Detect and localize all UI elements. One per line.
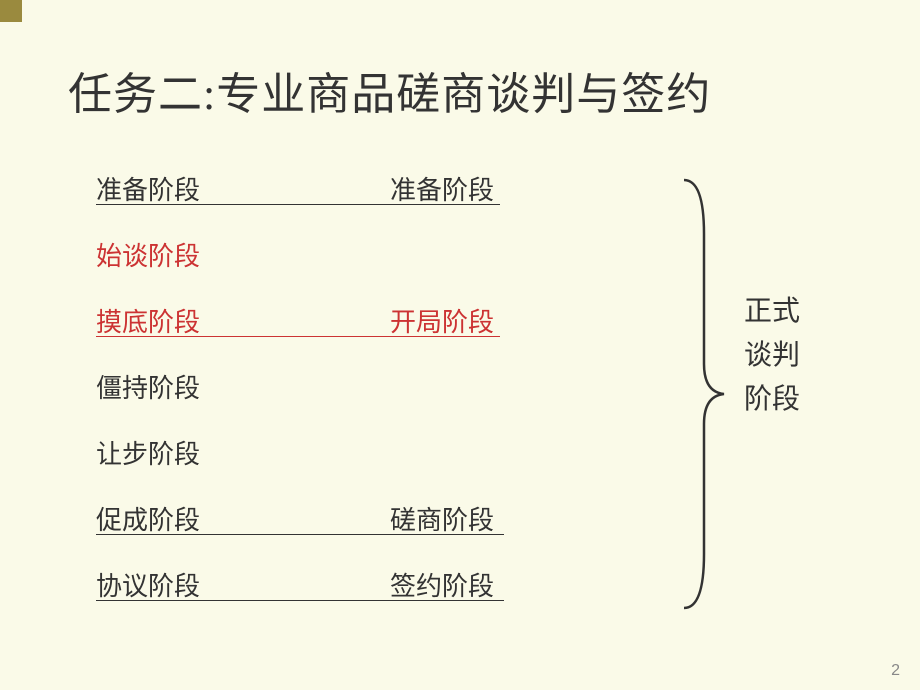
stage-left: 促成阶段 — [96, 500, 216, 537]
stage-right: 准备阶段 — [390, 170, 494, 207]
stage-left: 始谈阶段 — [96, 236, 216, 273]
brace-label-line: 谈判 — [744, 334, 800, 378]
stage-row: 始谈阶段 — [96, 236, 656, 302]
brace-label: 正式 谈判 阶段 — [744, 290, 800, 422]
curly-brace-icon — [670, 174, 730, 614]
stage-right: 磋商阶段 — [390, 500, 494, 537]
stage-left: 摸底阶段 — [96, 302, 216, 339]
brace-label-line: 阶段 — [744, 378, 800, 422]
stage-left: 僵持阶段 — [96, 368, 216, 405]
stage-row: 让步阶段 — [96, 434, 656, 500]
stage-right: 开局阶段 — [390, 302, 494, 339]
stage-left: 协议阶段 — [96, 566, 216, 603]
stage-row: 协议阶段 签约阶段 — [96, 566, 656, 632]
stage-left: 准备阶段 — [96, 170, 216, 207]
accent-square — [0, 0, 22, 22]
brace-label-line: 正式 — [744, 290, 800, 334]
stages-list: 准备阶段 准备阶段 始谈阶段 摸底阶段 开局阶段 僵持阶段 让步阶段 促成阶段 … — [96, 170, 656, 632]
stage-row: 促成阶段 磋商阶段 — [96, 500, 656, 566]
page-number: 2 — [891, 662, 900, 680]
stage-row: 摸底阶段 开局阶段 — [96, 302, 656, 368]
stage-row: 准备阶段 准备阶段 — [96, 170, 656, 236]
slide-title: 任务二:专业商品磋商谈判与签约 — [68, 58, 711, 122]
stage-left: 让步阶段 — [96, 434, 216, 471]
stage-right: 签约阶段 — [390, 566, 494, 603]
stage-row: 僵持阶段 — [96, 368, 656, 434]
